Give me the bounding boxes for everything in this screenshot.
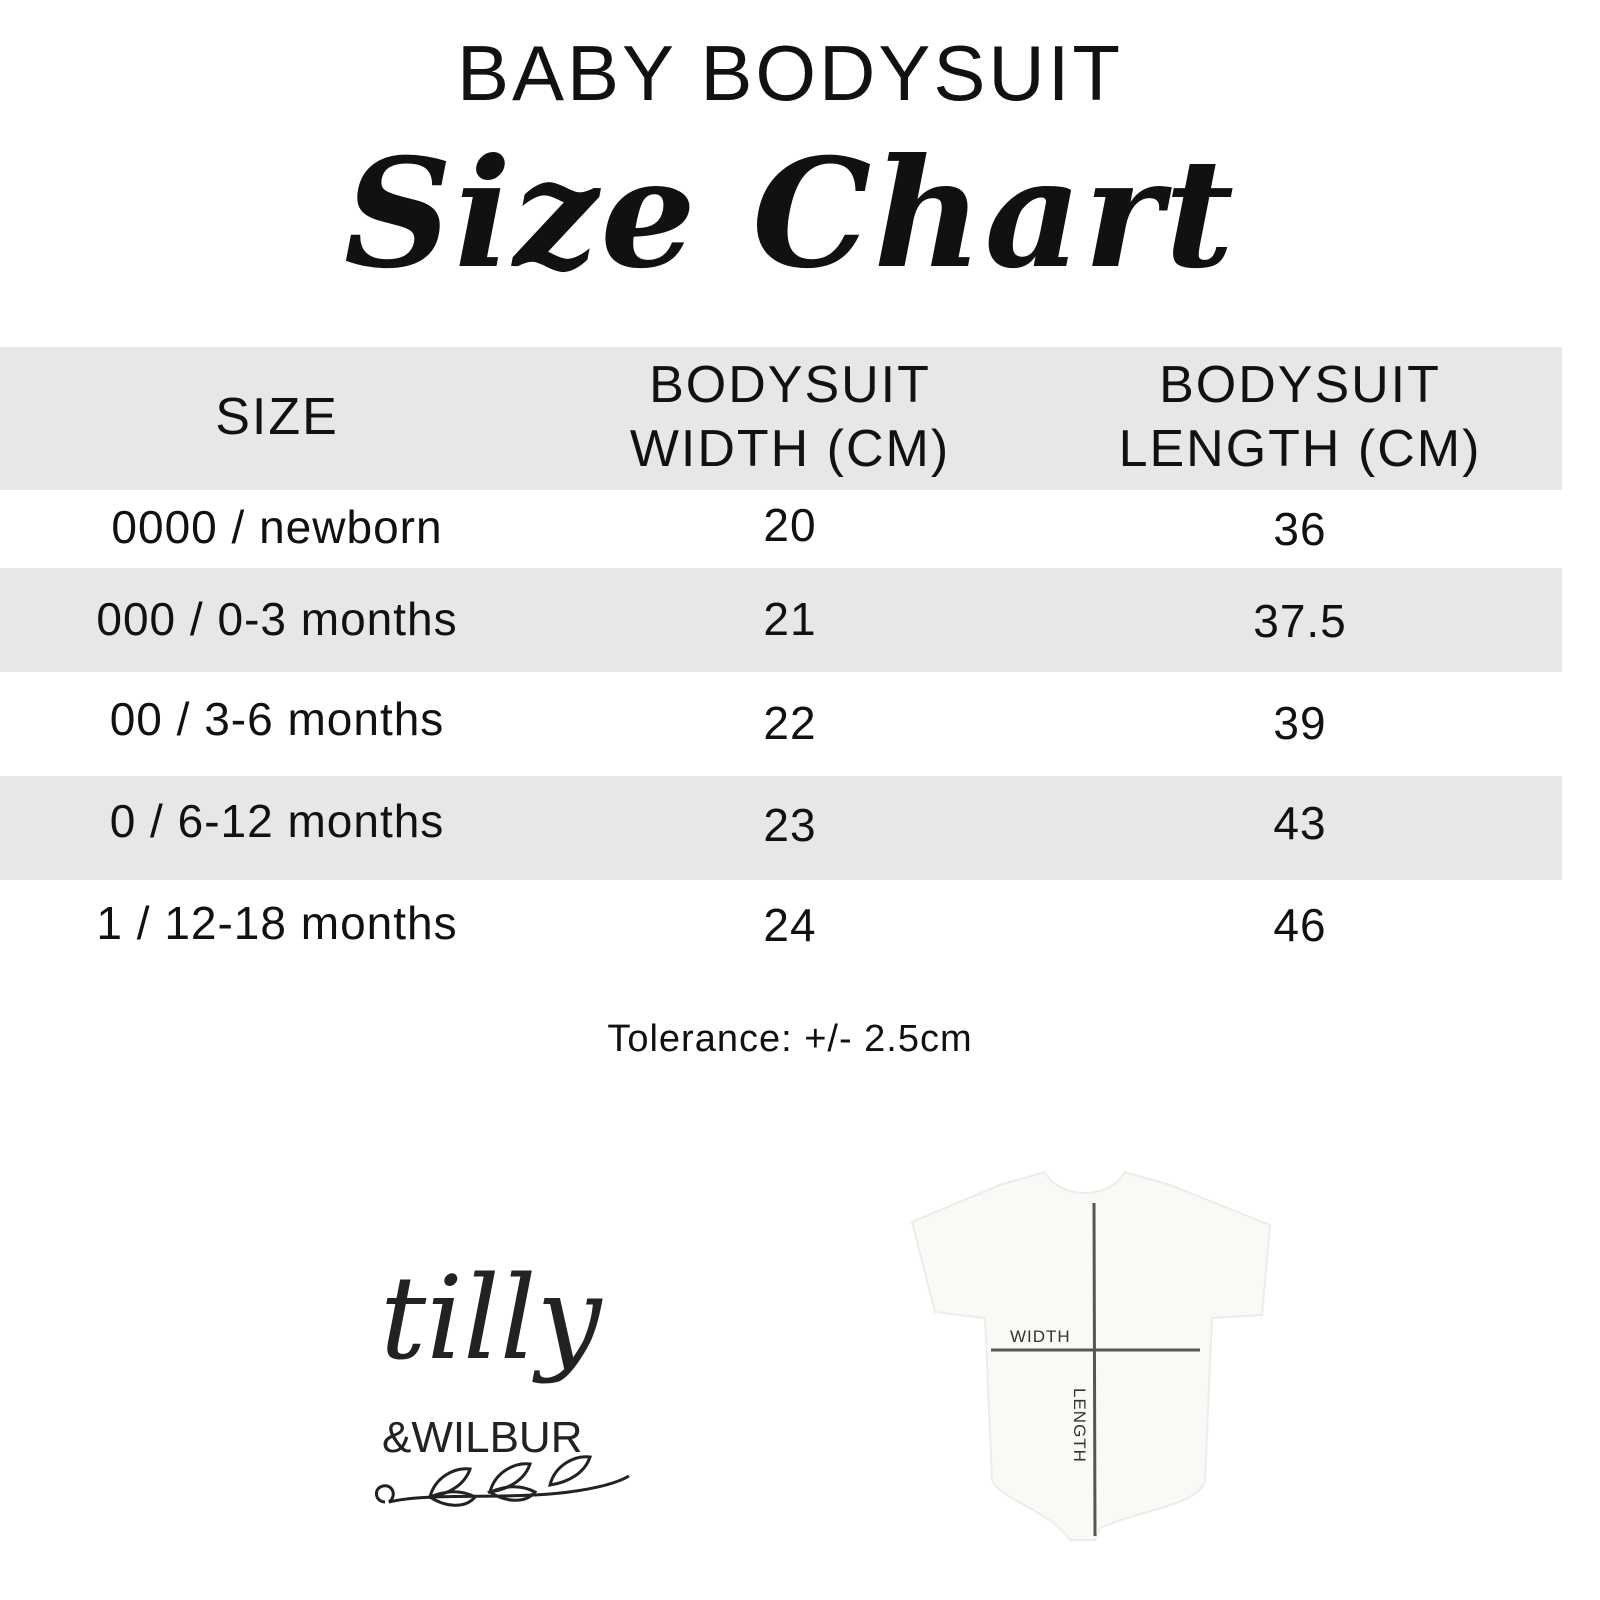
cell-size: 000 / 0-3 months — [96, 593, 458, 645]
cell-width: 21 — [763, 593, 817, 645]
cell-width: 23 — [763, 799, 817, 851]
cell-length: 36 — [1273, 503, 1327, 555]
header-width-line2: WIDTH (CM) — [629, 420, 951, 478]
table-row: 1 / 12-18 months 24 46 — [0, 880, 1562, 970]
cell-length: 46 — [1273, 899, 1327, 951]
length-measure-line — [1092, 1202, 1097, 1537]
subtitle: BABY BODYSUIT — [456, 29, 1124, 117]
cell-length: 37.5 — [1253, 595, 1347, 647]
cell-size: 1 / 12-18 months — [96, 897, 458, 949]
header-length-line1: BODYSUIT — [1159, 356, 1441, 414]
cell-length: 39 — [1273, 697, 1327, 749]
bodysuit-shape — [910, 1170, 1272, 1541]
header-width: BODYSUIT WIDTH (CM) — [540, 353, 1040, 481]
table-row: 00 / 3-6 months 22 39 — [0, 672, 1562, 776]
table-header: SIZE BODYSUIT WIDTH (CM) BODYSUIT LENGTH… — [0, 347, 1562, 490]
leaf-branch-icon — [375, 1455, 630, 1507]
header-size: SIZE — [215, 388, 339, 446]
header-width-line1: BODYSUIT — [649, 356, 931, 414]
length-label: LENGTH — [1070, 1388, 1089, 1463]
header-length-line2: LENGTH (CM) — [1118, 420, 1482, 478]
cell-width: 20 — [763, 499, 817, 551]
logo-tilly: tilly — [380, 1252, 604, 1386]
table-row: 000 / 0-3 months 21 37.5 — [0, 568, 1562, 672]
logo-wilbur: &WILBUR — [382, 1413, 582, 1462]
cell-size: 0 / 6-12 months — [109, 795, 445, 847]
table-row: 0 / 6-12 months 23 43 — [0, 776, 1562, 880]
cell-width: 22 — [763, 697, 817, 749]
brand-logo: tilly &WILBUR — [375, 1252, 630, 1507]
page-title: Size Chart — [343, 126, 1237, 302]
cell-length: 43 — [1273, 797, 1327, 849]
cell-width: 24 — [763, 899, 817, 951]
tolerance-note: Tolerance: +/- 2.5cm — [607, 1018, 973, 1060]
cell-size: 0000 / newborn — [111, 501, 443, 553]
table-row: 0000 / newborn 20 36 — [0, 490, 1562, 568]
cell-size: 00 / 3-6 months — [109, 693, 445, 745]
header-length: BODYSUIT LENGTH (CM) — [1050, 353, 1550, 481]
width-label: WIDTH — [1010, 1327, 1071, 1346]
